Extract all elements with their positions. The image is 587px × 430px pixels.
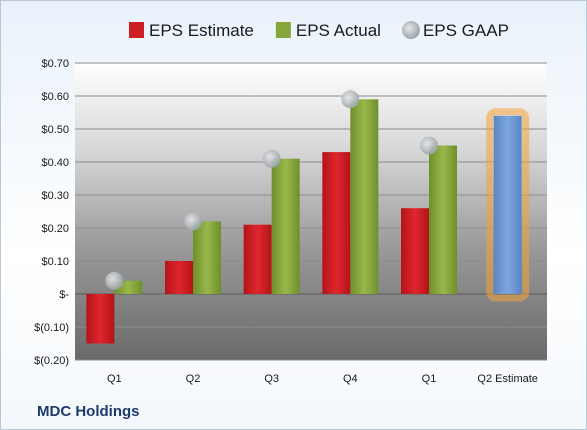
legend-swatch-circle	[401, 21, 420, 39]
x-axis: Q1 Q2 Q3 Q4 Q1 Q2 Estimate	[107, 373, 538, 385]
bar-eps-estimate	[243, 224, 272, 294]
legend-label: EPS Actual	[296, 21, 381, 40]
legend-swatch	[275, 22, 291, 38]
y-tick-label: $0.30	[41, 190, 69, 202]
bar-eps-estimate	[86, 294, 115, 344]
y-axis: $0.70 $0.60 $0.50 $0.40 $0.30 $0.20 $0.10 $- $(0…	[34, 58, 69, 367]
y-tick-label: $0.40	[41, 157, 69, 169]
legend: EPS Estimate EPS Actual EPS GAAP	[129, 21, 509, 40]
legend-swatch	[129, 22, 144, 38]
marker-eps-gaap	[262, 149, 281, 168]
y-tick-label: $0.70	[41, 58, 69, 70]
bar-eps-estimate	[165, 261, 193, 294]
y-tick-label: $(0.20)	[34, 355, 69, 367]
bar-eps-actual	[350, 99, 379, 294]
bars	[86, 90, 530, 344]
legend-item: EPS GAAP	[401, 21, 509, 40]
legend-item: EPS Actual	[275, 21, 381, 40]
x-tick-label: Q4	[343, 373, 358, 385]
x-tick-label: Q1	[107, 373, 122, 385]
marker-eps-gaap	[184, 212, 202, 231]
y-tick-label: $0.60	[41, 91, 69, 103]
legend-item: EPS Estimate	[129, 21, 254, 40]
marker-eps-gaap	[105, 271, 124, 290]
company-name: MDC Holdings	[37, 403, 140, 420]
y-tick-label: $0.20	[41, 223, 69, 235]
plot-area	[75, 63, 547, 360]
marker-eps-gaap	[341, 90, 360, 109]
marker-eps-gaap	[420, 136, 438, 155]
legend-label: EPS GAAP	[423, 21, 509, 40]
y-tick-label: $(0.10)	[34, 322, 69, 334]
y-tick-label: $0.50	[41, 124, 69, 136]
x-tick-label: Q1	[422, 373, 437, 385]
legend-label: EPS Estimate	[149, 21, 254, 40]
gridlines	[75, 62, 547, 361]
x-tick-label: Q2 Estimate	[477, 373, 538, 385]
bar-eps-actual	[429, 145, 457, 294]
y-tick-label: $-	[59, 289, 69, 301]
bar-eps-actual	[193, 221, 221, 294]
x-tick-label: Q2	[186, 373, 201, 385]
estimate-highlight	[486, 108, 530, 302]
bar-next-estimate	[493, 115, 522, 294]
bar-eps-actual	[271, 158, 300, 294]
x-tick-label: Q3	[264, 373, 279, 385]
bar-eps-estimate	[322, 152, 351, 294]
y-tick-label: $0.10	[41, 256, 69, 268]
bar-eps-estimate	[401, 208, 429, 294]
